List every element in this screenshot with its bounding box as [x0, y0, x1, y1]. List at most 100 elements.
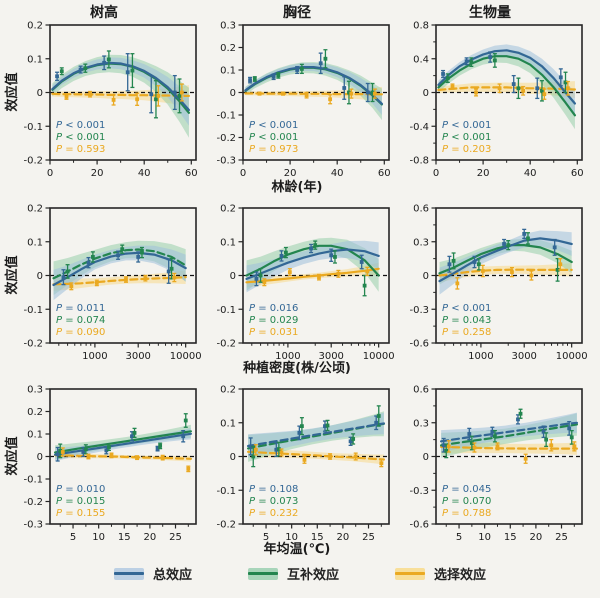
svg-text:P = 0.788: P = 0.788 [442, 508, 491, 519]
svg-text:1000: 1000 [468, 351, 493, 362]
svg-text:-0.1: -0.1 [23, 122, 43, 133]
svg-text:-0.3: -0.3 [409, 305, 429, 316]
svg-text:-0.2: -0.2 [23, 339, 43, 350]
legend-item: 选择效应 [395, 564, 486, 583]
svg-text:20: 20 [477, 168, 490, 179]
svg-text:0.4: 0.4 [413, 54, 429, 65]
svg-text:P = 0.070: P = 0.070 [442, 496, 491, 507]
svg-text:5: 5 [70, 532, 76, 543]
svg-text:15: 15 [504, 532, 517, 543]
svg-text:0.1: 0.1 [27, 237, 43, 248]
svg-text:P < 0.001: P < 0.001 [249, 132, 298, 143]
svg-text:15: 15 [311, 532, 324, 543]
svg-text:P = 0.015: P = 0.015 [56, 496, 105, 507]
x-axis-label-planting-density: 种植密度(株/公顷) [243, 361, 351, 376]
svg-text:0.2: 0.2 [220, 204, 236, 215]
svg-text:5: 5 [456, 532, 462, 543]
svg-text:10000: 10000 [170, 351, 202, 362]
legend-item: 总效应 [113, 564, 192, 583]
panel-r1c1: P < 0.001 P < 0.001 P = 0.593 0.2 0.1 0 -0.1 -0… [6, 20, 202, 186]
svg-text:0.3: 0.3 [413, 418, 429, 429]
svg-text:0.3: 0.3 [220, 21, 236, 32]
svg-text:P = 0.010: P = 0.010 [56, 484, 105, 495]
svg-text:0.1: 0.1 [27, 430, 43, 441]
svg-text:P = 0.090: P = 0.090 [56, 327, 105, 338]
svg-text:0: 0 [230, 452, 236, 463]
svg-text:P = 0.016: P = 0.016 [249, 303, 298, 314]
svg-text:-0.1: -0.1 [23, 475, 43, 486]
svg-text:25: 25 [169, 532, 182, 543]
svg-text:P < 0.001: P < 0.001 [442, 303, 491, 314]
svg-text:60: 60 [571, 168, 584, 179]
svg-text:0.1: 0.1 [220, 237, 236, 248]
svg-text:0: 0 [423, 88, 429, 99]
legend-item: 互补效应 [247, 564, 339, 583]
svg-text:20: 20 [530, 532, 543, 543]
svg-text:P = 0.593: P = 0.593 [56, 144, 105, 155]
panel-r1c2: P < 0.001 P < 0.001 P = 0.973 0.3 0.2 0.1 0 -0.… [199, 20, 395, 186]
svg-text:-0.2: -0.2 [23, 497, 43, 508]
svg-text:0.6: 0.6 [413, 204, 429, 215]
svg-text:P = 0.073: P = 0.073 [249, 496, 298, 507]
svg-text:0.3: 0.3 [413, 237, 429, 248]
panel-r2c1: P = 0.011 P = 0.074 P = 0.090 0.2 0.1 0 -0.1 -0… [6, 203, 202, 369]
svg-text:-0.2: -0.2 [216, 339, 236, 350]
panel-r3c3: P = 0.045 P = 0.070 P = 0.788 0.6 0.3 0 -0.3 -0… [392, 384, 588, 550]
column-title-tree-height: 树高 [90, 5, 118, 21]
svg-text:10: 10 [285, 532, 298, 543]
complementarity-effect-swatch-icon [247, 567, 278, 580]
svg-text:0.2: 0.2 [27, 21, 43, 32]
panel-r3c2: P = 0.108 P = 0.073 P = 0.232 0.2 0.1 0 -0.1 -0… [199, 384, 395, 550]
svg-text:0.2: 0.2 [27, 407, 43, 418]
svg-text:P < 0.001: P < 0.001 [442, 120, 491, 131]
svg-text:P < 0.001: P < 0.001 [442, 132, 491, 143]
svg-text:-0.3: -0.3 [23, 520, 43, 531]
svg-text:-0.2: -0.2 [216, 520, 236, 531]
column-title-dbh: 胸径 [283, 5, 311, 21]
svg-text:-0.1: -0.1 [23, 305, 43, 316]
svg-text:P = 0.232: P = 0.232 [249, 508, 298, 519]
svg-text:0: 0 [423, 452, 429, 463]
legend-label-complementarity-effect: 互补效应 [286, 568, 339, 583]
svg-text:P = 0.973: P = 0.973 [249, 144, 298, 155]
svg-text:10: 10 [92, 532, 105, 543]
legend-label-total-effect: 总效应 [152, 568, 192, 583]
svg-text:P = 0.011: P = 0.011 [56, 303, 105, 314]
svg-text:3000: 3000 [511, 351, 536, 362]
svg-text:20: 20 [91, 168, 104, 179]
svg-text:P < 0.001: P < 0.001 [56, 132, 105, 143]
svg-text:0.3: 0.3 [27, 385, 43, 396]
svg-text:0.2: 0.2 [220, 385, 236, 396]
svg-text:20: 20 [284, 168, 297, 179]
svg-text:40: 40 [331, 168, 344, 179]
svg-text:0.1: 0.1 [27, 54, 43, 65]
svg-text:-0.4: -0.4 [409, 122, 429, 133]
svg-text:P = 0.258: P = 0.258 [442, 327, 491, 338]
svg-text:0.2: 0.2 [220, 43, 236, 54]
svg-text:P = 0.043: P = 0.043 [442, 315, 491, 326]
svg-text:P = 0.155: P = 0.155 [56, 508, 105, 519]
svg-text:0.8: 0.8 [413, 21, 429, 32]
svg-text:25: 25 [362, 532, 375, 543]
total-effect-swatch-icon [113, 567, 144, 580]
svg-text:25: 25 [555, 532, 568, 543]
svg-text:60: 60 [185, 168, 198, 179]
svg-text:-0.2: -0.2 [23, 156, 43, 167]
panel-r3c1: P = 0.010 P = 0.015 P = 0.155 0.3 0.2 0.1 0 -0.… [6, 384, 202, 550]
svg-text:-0.3: -0.3 [409, 486, 429, 497]
svg-text:20: 20 [337, 532, 350, 543]
svg-text:0.1: 0.1 [220, 418, 236, 429]
svg-text:20: 20 [144, 532, 157, 543]
svg-text:1000: 1000 [275, 351, 300, 362]
svg-text:0: 0 [240, 168, 246, 179]
legend-label-selection-effect: 选择效应 [434, 568, 487, 583]
svg-text:-0.1: -0.1 [216, 486, 236, 497]
svg-text:P = 0.031: P = 0.031 [249, 327, 298, 338]
svg-text:-0.2: -0.2 [216, 133, 236, 144]
panel-r1c3: P < 0.001 P < 0.001 P = 0.203 0.8 0.4 0 -0.4 -0… [392, 20, 588, 186]
svg-text:0.6: 0.6 [413, 385, 429, 396]
svg-text:40: 40 [524, 168, 537, 179]
svg-text:60: 60 [378, 168, 391, 179]
svg-text:P < 0.001: P < 0.001 [56, 120, 105, 131]
